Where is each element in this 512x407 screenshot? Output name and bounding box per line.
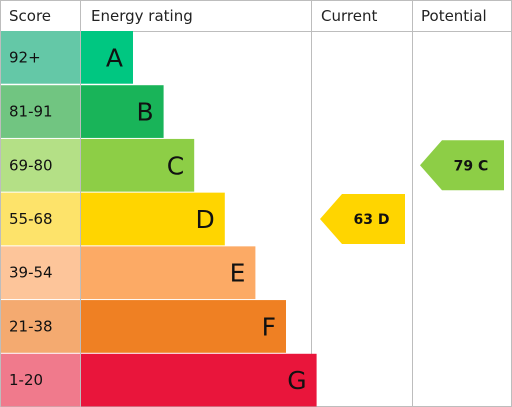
score-cell [1,353,80,407]
score-cell [1,192,80,246]
header-current: Current [321,7,377,25]
score-cell [1,246,80,300]
band-bar-e [81,246,256,300]
band-bar-d [81,192,225,246]
band-bar-g [81,353,317,407]
score-range-label: 69-80 [9,156,53,174]
score-cell [1,85,80,138]
band-letter: G [287,366,306,395]
band-bar-b [81,85,164,138]
score-range-label: 21-38 [9,317,53,335]
rating-row-d: 55-68 D [1,192,225,246]
rating-row-a: 92+ A [1,31,133,84]
current-rating-arrow-shape [320,194,405,244]
score-range-label: 81-91 [9,103,53,121]
rating-row-e: 39-54 E [1,246,256,300]
rating-rows: 92+ A 81-91 B 69-80 C 55-68 D 39-54 E 21-38 F 1-20 G [1,31,317,407]
score-range-label: 92+ [9,48,41,66]
rating-row-c: 69-80 C [1,138,195,192]
band-letter: F [262,312,276,341]
score-range-label: 55-68 [9,210,53,228]
potential-rating-arrow: 79 C [420,140,504,191]
potential-rating-arrow-shape [420,140,504,191]
band-bar-c [81,138,195,192]
score-cell [1,138,80,192]
header-score: Score [9,7,51,25]
potential-rating-arrow-label: 79 C [454,158,489,174]
band-letter: C [167,151,184,180]
rating-row-g: 1-20 G [1,353,317,407]
band-letter: B [136,98,153,127]
band-letter: E [230,259,246,288]
band-letter: D [196,205,215,234]
score-range-label: 1-20 [9,371,43,389]
header-energy-rating: Energy rating [91,7,193,25]
current-rating-arrow: 63 D [320,194,405,244]
rating-row-f: 21-38 F [1,300,286,353]
header-potential: Potential [421,7,487,25]
score-range-label: 39-54 [9,264,53,282]
rating-arrows: 63 D 79 C [320,140,504,244]
score-cell [1,300,80,353]
rating-row-b: 81-91 B [1,85,164,138]
band-letter: A [106,43,123,72]
band-bar-f [81,300,286,353]
score-cell [1,31,80,84]
current-rating-arrow-label: 63 D [354,212,390,228]
band-bar-a [81,31,133,84]
